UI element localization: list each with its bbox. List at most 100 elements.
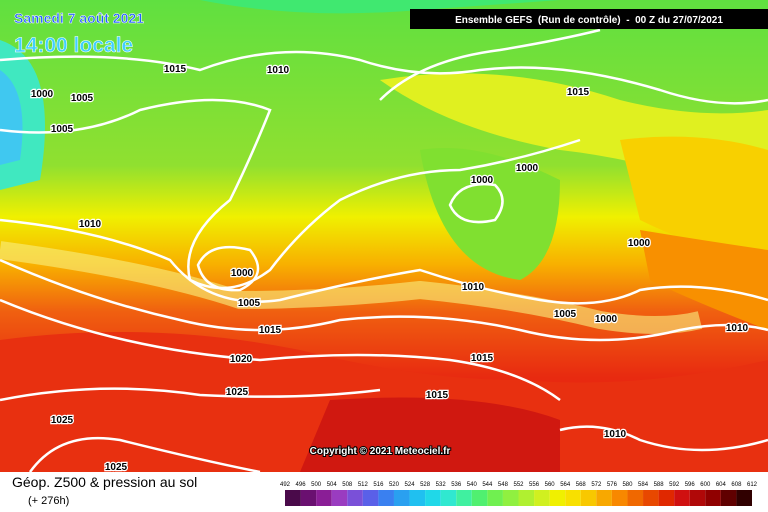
field-blob — [0, 70, 23, 165]
legend-label: 568 — [576, 482, 587, 488]
legend-label: 496 — [296, 482, 307, 488]
legend-label: 596 — [685, 482, 696, 488]
legend-label: 584 — [638, 482, 649, 488]
isobar — [559, 425, 768, 452]
isobar-label: 1000 — [231, 268, 254, 279]
field-blob — [640, 230, 768, 330]
time-label: 14:00 locale — [14, 34, 133, 57]
date-label: Samedi 7 août 2021 — [14, 10, 144, 26]
isobar — [379, 28, 601, 101]
legend-label: 504 — [327, 482, 338, 488]
isobar — [0, 387, 381, 402]
legend-label: 524 — [405, 482, 416, 488]
isobar-label: 1015 — [259, 325, 282, 336]
legend-swatch — [720, 490, 737, 506]
legend-swatch — [362, 490, 379, 506]
legend-swatch — [674, 490, 690, 506]
isobar-label: 1025 — [226, 387, 249, 398]
legend-swatch — [393, 490, 410, 506]
isobars — [0, 28, 768, 474]
legend-swatch — [549, 490, 566, 506]
isobar-label: 1000 — [516, 163, 539, 174]
legend-label: 548 — [498, 482, 509, 488]
legend-swatch — [440, 490, 457, 506]
isobar-label: 1005 — [51, 124, 74, 135]
isobar-label: 1010 — [79, 219, 102, 230]
isobar-label: 1015 — [164, 64, 187, 75]
legend-label: 500 — [311, 482, 322, 488]
isobar — [0, 50, 768, 105]
isobar-label: 1010 — [726, 323, 749, 334]
legend-swatch — [643, 490, 659, 506]
legend-swatch — [347, 490, 363, 506]
legend-swatch — [627, 490, 644, 506]
field-blob — [420, 148, 560, 280]
legend-swatch — [580, 490, 597, 506]
legend-swatch — [471, 490, 488, 506]
legend-label: 520 — [389, 482, 400, 488]
legend-label: 572 — [591, 482, 602, 488]
legend-swatch — [518, 490, 535, 506]
legend-label: 604 — [716, 482, 727, 488]
isobar — [0, 258, 768, 342]
legend-swatch — [456, 490, 472, 506]
isobar-label: 1010 — [604, 429, 627, 440]
isobar-label: 1005 — [554, 309, 577, 320]
isobar — [0, 218, 768, 305]
legend-swatch — [596, 490, 612, 506]
legend-label: 560 — [545, 482, 556, 488]
legend-swatch — [534, 490, 550, 506]
isobar-label: 1010 — [462, 282, 485, 293]
legend-swatch — [316, 490, 332, 506]
legend-label: 544 — [482, 482, 493, 488]
isobar-label: 1015 — [471, 353, 494, 364]
legend-label: 600 — [700, 482, 711, 488]
legend-label: 608 — [731, 482, 742, 488]
legend-label: 592 — [669, 482, 680, 488]
field-blob — [300, 397, 560, 472]
legend-label: 580 — [622, 482, 633, 488]
legend-swatch — [331, 490, 348, 506]
legend-swatch — [658, 490, 675, 506]
legend-label: 508 — [342, 482, 353, 488]
legend-swatch — [565, 490, 581, 506]
legend-label: 540 — [467, 482, 478, 488]
run-label: Ensemble GEFS (Run de contrôle) - 00 Z d… — [455, 15, 723, 26]
legend-swatch — [378, 490, 394, 506]
isobar-label: 1000 — [595, 314, 618, 325]
legend-swatch — [487, 490, 503, 506]
legend-label: 576 — [607, 482, 618, 488]
legend-label: 492 — [280, 482, 291, 488]
legend-swatch — [502, 490, 519, 506]
legend-swatch — [425, 490, 441, 506]
footer-title: Géop. Z500 & pression au sol — [12, 474, 197, 490]
isobar — [0, 298, 561, 402]
legend-swatch — [689, 490, 706, 506]
legend: 492 496 500 504 508 512 516 520 524 528 532 536 540 5… — [280, 482, 758, 506]
legend-label: 536 — [451, 482, 462, 488]
footer-lead: (+ 276h) — [28, 495, 69, 507]
isobar-label: 1010 — [267, 65, 290, 76]
legend-label: 588 — [654, 482, 665, 488]
isobar-label: 1005 — [238, 298, 261, 309]
isobar-label: 1015 — [567, 87, 590, 98]
isobar — [448, 182, 504, 224]
legend-label: 532 — [436, 482, 447, 488]
isobar — [196, 245, 260, 292]
legend-swatch — [285, 490, 301, 506]
legend-swatch — [736, 490, 752, 506]
legend-label: 552 — [513, 482, 524, 488]
copyright: Copyright © 2021 Meteociel.fr — [310, 446, 451, 457]
legend-label: 564 — [560, 482, 571, 488]
isobar-label: 1020 — [230, 354, 253, 365]
field-band — [0, 241, 703, 334]
legend-label: 612 — [747, 482, 758, 488]
isobar — [28, 436, 261, 474]
run-box — [410, 9, 768, 29]
isobar-label: 1005 — [71, 93, 94, 104]
isobar-label: 1000 — [471, 175, 494, 186]
legend-swatch — [705, 490, 721, 506]
isobar-labels: 1015 1010 1000 1005 1005 1015 1000 1000 1010 1000… — [30, 63, 750, 475]
legend-label: 556 — [529, 482, 540, 488]
